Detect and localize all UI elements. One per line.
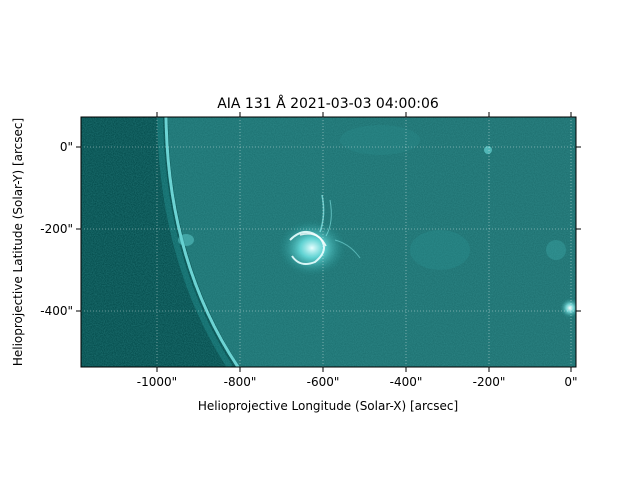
bright-spot [560, 298, 576, 318]
x-tick-label: 0" [564, 375, 577, 389]
x-tick-label: -400" [390, 375, 423, 389]
solar-image [81, 117, 576, 367]
y-axis: 0" -200" -400" [40, 140, 581, 318]
active-region [278, 194, 361, 276]
plot-frame [80, 116, 577, 368]
x-axis-label: Helioprojective Longitude (Solar-X) [arc… [198, 399, 458, 413]
y-axis-label: Helioprojective Latitude (Solar-Y) [arcs… [11, 118, 25, 366]
figure-title: AIA 131 Å 2021-03-03 04:00:06 [217, 95, 439, 112]
x-tick-label: -800" [224, 375, 257, 389]
y-tick-label: 0" [60, 140, 73, 154]
x-tick-label: -200" [473, 375, 506, 389]
y-tick-label: -400" [40, 304, 73, 318]
x-tick-label: -1000" [137, 375, 177, 389]
x-axis: -1000" -800" -600" -400" -200" 0" [137, 112, 578, 389]
x-tick-label: -600" [307, 375, 340, 389]
solar-limb [164, 117, 240, 367]
y-tick-label: -200" [40, 222, 73, 236]
